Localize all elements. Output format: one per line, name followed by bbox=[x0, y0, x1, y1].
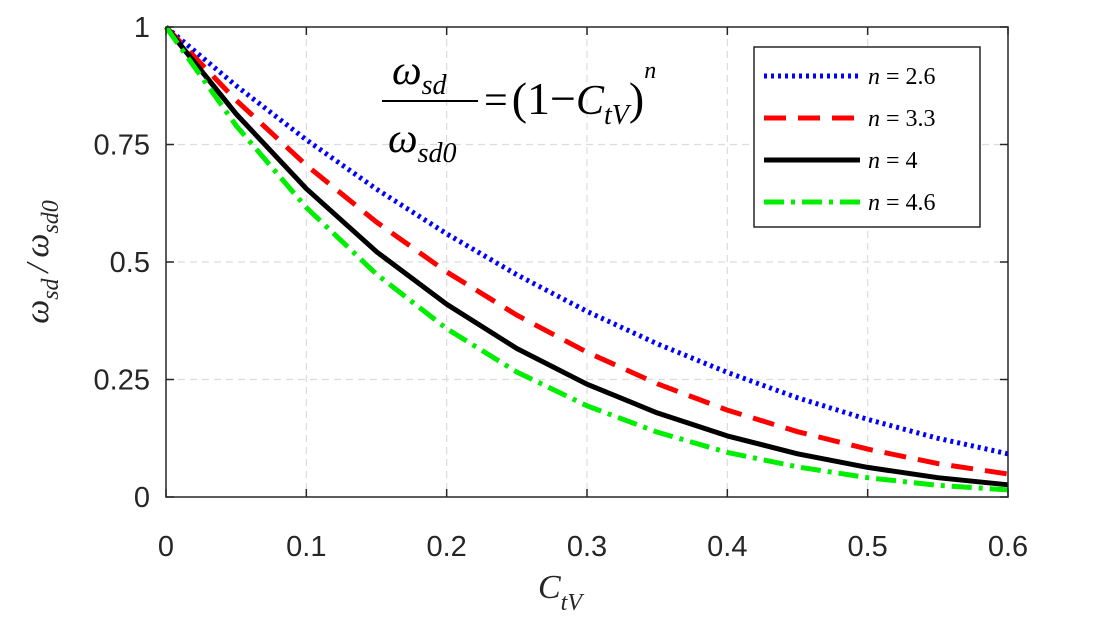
series-line-2 bbox=[164, 25, 1009, 477]
y-tick-label: 0 bbox=[134, 482, 150, 514]
legend-label-var: n bbox=[868, 106, 880, 132]
series-line-4 bbox=[163, 25, 1009, 493]
legend-entries: n = 2.6n = 3.3n = 4n = 4.6 bbox=[764, 64, 936, 216]
legend-label-value: = 3.3 bbox=[880, 106, 936, 132]
y-tick-label: 1 bbox=[134, 12, 150, 44]
y-tick-labels: 0 0.25 0.5 0.75 1 bbox=[94, 12, 150, 514]
formula-denominator: ωsd0 bbox=[388, 116, 457, 169]
legend-label-value: = 2.6 bbox=[880, 64, 936, 90]
x-tick-label: 0.3 bbox=[567, 531, 607, 563]
legend-label-var: n bbox=[868, 64, 880, 90]
formula-num-sub: sd bbox=[422, 70, 448, 101]
formula-num-main: ω bbox=[392, 48, 422, 94]
x-tick-label: 0.1 bbox=[286, 531, 326, 563]
legend-label-4: n = 4.6 bbox=[868, 190, 936, 216]
y-axis-label-slash: / bbox=[19, 260, 55, 274]
formula-equals: = bbox=[484, 78, 508, 124]
tick-marks bbox=[165, 26, 1009, 498]
y-axis-label-den-sub: sd0 bbox=[38, 200, 64, 233]
y-tick-label: 0.75 bbox=[94, 130, 150, 162]
legend-label-value: = 4.6 bbox=[880, 190, 936, 216]
legend: n = 2.6n = 3.3n = 4n = 4.6 bbox=[753, 46, 981, 228]
y-tick-label: 0.25 bbox=[94, 365, 150, 397]
formula-rhs-c: C bbox=[576, 78, 605, 124]
legend-label-var: n bbox=[868, 190, 880, 216]
series-line-3 bbox=[164, 25, 1009, 488]
legend-label-value: = 4 bbox=[880, 148, 918, 174]
x-tick-label: 0.4 bbox=[707, 531, 747, 563]
x-axis-label: CtV bbox=[538, 569, 584, 616]
x-tick-label: 0.2 bbox=[427, 531, 467, 563]
formula-rhs-close: ) bbox=[629, 73, 644, 124]
y-axis-label-num-main: ω bbox=[19, 300, 56, 324]
legend-label-var: n bbox=[868, 148, 880, 174]
y-tick-label: 0.5 bbox=[110, 247, 150, 279]
legend-label-2: n = 3.3 bbox=[868, 106, 936, 132]
formula-rhs: =(1−CtV)n bbox=[484, 58, 656, 131]
y-axis-label: ωsd/ωsd0 bbox=[19, 200, 64, 324]
formula-den-main: ω bbox=[388, 116, 418, 162]
x-tick-labels: 0 0.1 0.2 0.3 0.4 0.5 0.6 bbox=[158, 531, 1028, 563]
formula-rhs-sub: tV bbox=[604, 100, 632, 131]
formula-annotation: ωsd ωsd0 =(1−CtV)n bbox=[382, 48, 656, 169]
y-axis-label-den-main: ω bbox=[19, 234, 56, 258]
x-axis-label-sub: tV bbox=[561, 590, 585, 616]
x-tick-label: 0 bbox=[158, 531, 174, 563]
y-axis-label-num-sub: sd bbox=[38, 277, 64, 299]
x-tick-label: 0.6 bbox=[988, 531, 1028, 563]
x-axis-label-main: C bbox=[538, 569, 561, 606]
formula-numerator: ωsd bbox=[392, 48, 448, 101]
formula-rhs-open: (1− bbox=[512, 73, 576, 124]
x-tick-label: 0.5 bbox=[848, 531, 888, 563]
formula-den-sub: sd0 bbox=[418, 138, 457, 169]
legend-label-1: n = 2.6 bbox=[868, 64, 936, 90]
legend-box bbox=[753, 46, 981, 228]
series-layer bbox=[163, 25, 1009, 493]
legend-label-3: n = 4 bbox=[868, 148, 918, 174]
formula-exponent: n bbox=[644, 58, 656, 84]
